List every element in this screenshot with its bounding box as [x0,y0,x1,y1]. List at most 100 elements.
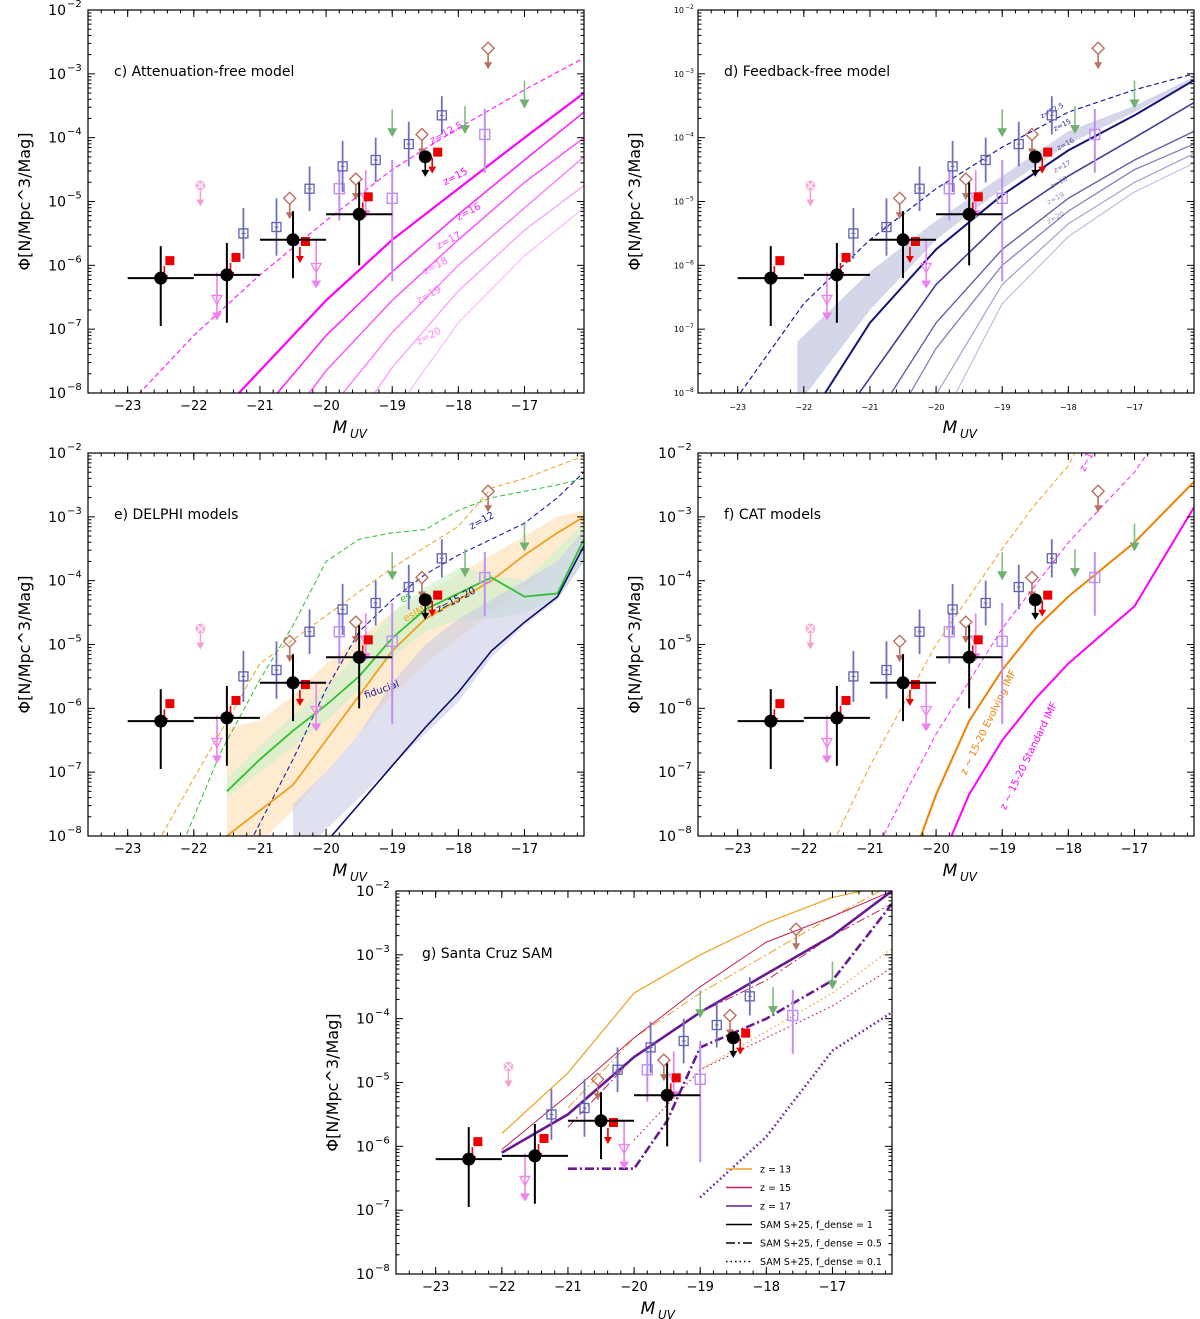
y-tick-label: 10 [48,258,66,274]
violet-square [479,128,491,141]
blue-square [1046,110,1057,121]
blue-square [1013,138,1024,150]
y-tick-exponent: −3 [67,506,82,517]
pink-triangle [618,1143,631,1155]
y-tick-label: 10 [658,765,676,781]
panel-title: c) Attenuation-free model [114,64,294,80]
brown-upper-limit-head [593,1093,602,1101]
green-star [387,571,398,581]
model-curve [276,111,584,393]
red-upper-limit-head [428,166,437,174]
y-tick-exponent: −8 [67,825,82,836]
red-square [231,695,241,705]
y-tick-label: 10 [356,1076,374,1092]
curve-label: z=18 [1049,175,1069,191]
uncertainty-band [293,529,584,836]
y-tick-exponent: −6 [67,254,82,265]
y-tick-exponent: −7 [67,761,82,772]
pink-cross-x [197,625,204,632]
curve-label: es [398,591,413,606]
brown-diamond [1091,484,1106,499]
pink-arrow-head [211,312,222,321]
brown-diamond [348,615,363,630]
y-tick-label: 10 [48,765,66,781]
panel-title: f) CAT models [724,507,821,523]
x-tick-label: −20 [922,842,949,857]
y-tick-exponent: −8 [685,387,694,394]
green-star [767,1006,778,1016]
x-axis-label: M [641,1299,656,1319]
blue-square [881,664,892,676]
green-star [387,128,398,138]
model-curve [567,903,892,1170]
blue-square [645,1042,656,1053]
y-tick-exponent: −3 [67,63,82,74]
pink-arrow-head [311,723,322,732]
violet-square [943,183,956,195]
brown-diamond [414,127,429,142]
red-square [231,252,241,262]
y-tick-exponent: −2 [685,4,694,11]
pink-cross-x [505,1063,512,1070]
y-tick-exponent: −2 [67,0,82,10]
panel-c: z=12.5z=15z=16z=17z=18z=19z=20−23 −22 −21−… [15,0,585,441]
y-tick-exponent: −6 [685,259,694,266]
pink-arrow-head [519,1193,530,1202]
black-point [286,233,300,247]
y-tick-exponent: −2 [677,442,692,453]
brown-upper-limit-head [351,193,360,201]
x-tick-label: −20 [312,842,339,857]
red-square [165,256,175,266]
y-tick-label: 10 [48,67,66,83]
x-tick-label: −23 [114,399,141,414]
pink-arrow-head [921,280,932,289]
x-tick-label: −21 [246,399,273,414]
model-curve [858,101,1194,393]
black-point [896,233,910,247]
y-tick-label: 10 [356,948,374,964]
black-point [962,207,976,221]
black-point [594,1114,608,1128]
black-point [830,268,844,282]
brown-upper-limit-head [961,193,970,201]
green-star [1069,568,1080,578]
green-star [827,980,838,990]
x-tick-label: −21 [856,842,883,857]
x-tick-label: −23 [114,842,141,857]
y-tick-label: 10 [658,829,676,845]
red-square [363,635,373,645]
curve-label: z=20 [1046,210,1066,226]
y-axis-label: Φ[N/Mpc^3/Mag] [625,133,644,271]
violet-square [333,626,346,638]
pink-triangle [518,1175,532,1187]
brown-diamond [282,634,297,649]
red-square [539,1133,549,1143]
black-point [660,1088,674,1102]
red-square [775,256,785,266]
pink-triangle [310,705,323,717]
x-axis-label: M [943,418,958,438]
y-tick-label: 10 [48,510,66,526]
brown-diamond [722,1008,737,1023]
y-tick-label: 10 [674,6,684,15]
blue-square [370,597,381,609]
x-axis-label-sub: UV [960,870,978,884]
pink-cross-x [197,182,204,189]
blue-square [403,138,414,150]
green-star [459,125,470,135]
x-tick-label: −18 [445,399,472,414]
plot-area [435,891,892,1207]
y-axis-label: Φ[N/Mpc^3/Mag] [15,576,34,714]
violet-square [386,635,398,648]
model-curve [226,538,584,792]
violet-square [641,1064,654,1076]
red-upper-limit-head [428,609,437,617]
pink-triangle [820,737,834,749]
plot-area: z=12.5z=15z=16z=17z=18z=19z=20 [737,41,1194,393]
y-tick-label: 10 [48,638,66,654]
violet-square [479,571,491,584]
blue-square [744,991,755,1002]
